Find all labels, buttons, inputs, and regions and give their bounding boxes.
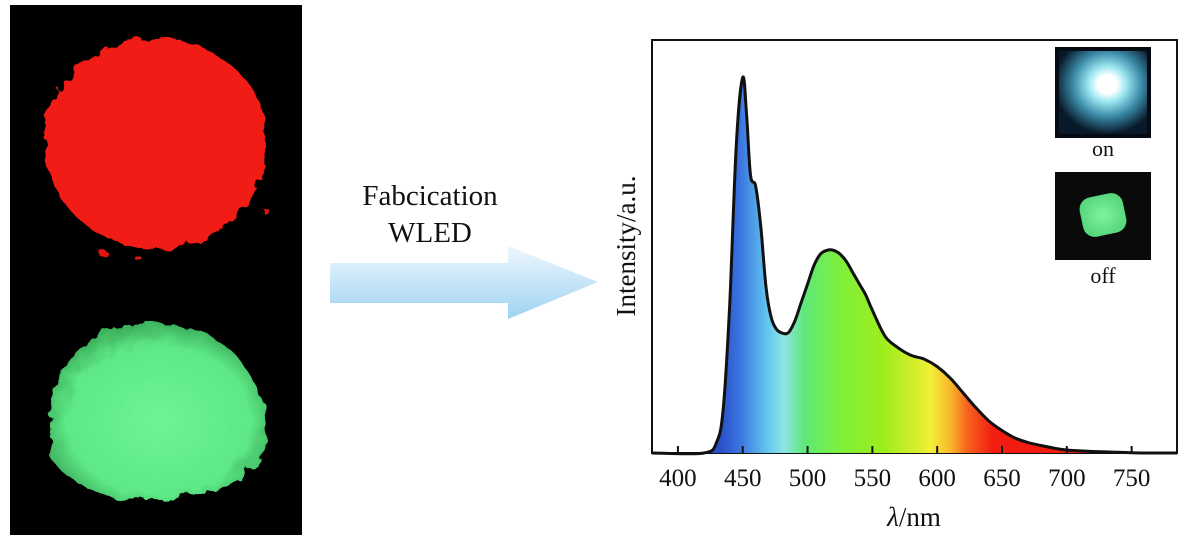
inset-off: off [1055, 172, 1151, 288]
red-phosphor-powder [44, 38, 268, 248]
x-tick-label: 600 [918, 465, 956, 492]
x-tick-label: 550 [854, 465, 892, 492]
right-arrow-icon [330, 246, 598, 319]
inset-on: on [1055, 47, 1151, 161]
x-axis-symbol: λ [886, 502, 899, 532]
fabrication-arrow-block: Fabcication WLED [330, 178, 600, 328]
y-axis-title: Intensity/a.u. [611, 176, 641, 317]
x-tick-label: 700 [1048, 465, 1086, 492]
inset-on-label: on [1092, 136, 1114, 161]
arrow-caption: Fabcication WLED [330, 178, 530, 252]
phosphor-photo [44, 38, 268, 501]
x-tick-label: 650 [983, 465, 1021, 492]
x-axis-title: λ/nm [886, 502, 941, 532]
x-tick-label: 500 [789, 465, 827, 492]
spectrum-chart-svg: 400 450 500 550 600 650 700 750 λ/nm Intensity/… [611, 39, 1178, 532]
arrow-graphic [330, 246, 598, 319]
spectrum-line [651, 75, 1178, 456]
x-tick-label: 750 [1113, 465, 1151, 492]
spectrum-area [652, 76, 1177, 454]
phosphor-photo-panel [10, 5, 302, 535]
x-axis-ticks: 400 450 500 550 600 650 700 750 [659, 446, 1150, 492]
arrow-caption-line1: Fabcication [362, 180, 498, 212]
spectrum-chart: 400 450 500 550 600 650 700 750 λ/nm Intensity/… [605, 30, 1179, 538]
x-tick-label: 400 [659, 465, 697, 492]
green-phosphor-powder [50, 323, 268, 501]
x-tick-label: 450 [724, 465, 762, 492]
arrow-caption-line2: WLED [388, 217, 472, 249]
inset-off-label: off [1090, 263, 1116, 288]
x-axis-unit: /nm [899, 502, 941, 532]
